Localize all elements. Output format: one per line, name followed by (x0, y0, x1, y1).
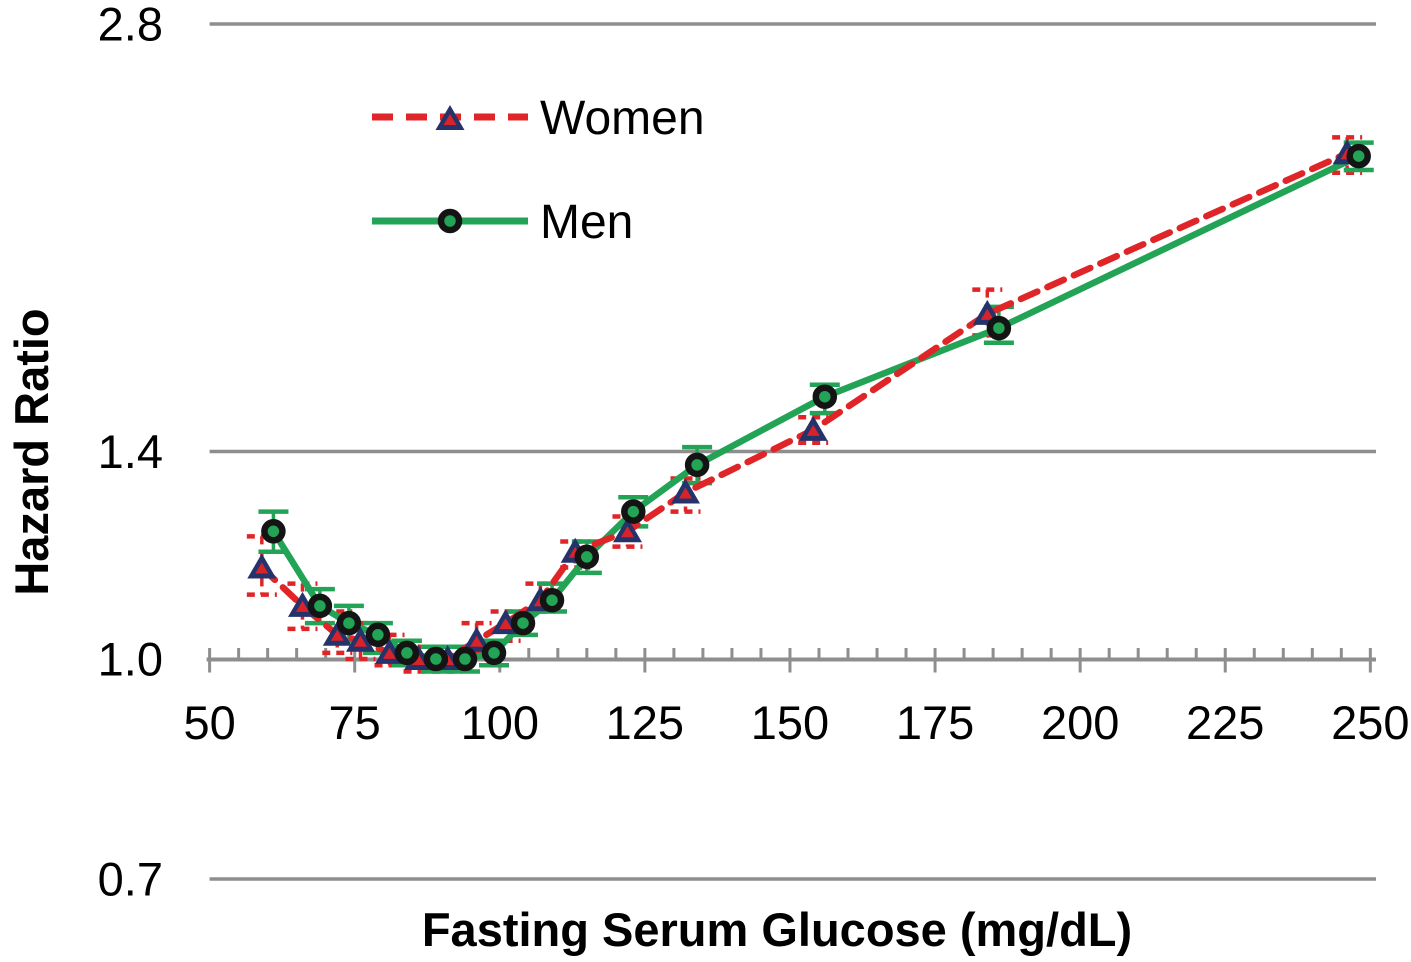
men-marker-circle (1346, 143, 1371, 169)
men-line (270, 152, 1362, 663)
y-tick-labels: 2.8 1.4 1.0 0.7 (98, 0, 163, 906)
x-axis-title: Fasting Serum Glucose (mg/dL) (422, 903, 1132, 956)
legend-label-women: Women (540, 92, 705, 145)
men-marker-circle (621, 499, 646, 524)
x-tick-label-50: 50 (183, 696, 235, 749)
x-tick-label-225: 225 (1186, 696, 1264, 749)
women-marker-triangle-inner (412, 654, 425, 665)
women-marker-triangle-inner (470, 635, 484, 647)
men-marker-circle (539, 587, 565, 613)
men-marker-circle (336, 610, 362, 636)
women-marker-triangle-inner (499, 618, 513, 630)
legend-women-marker-inner (443, 114, 457, 125)
y-axis-title: Hazard Ratio (5, 308, 58, 595)
x-tick-label-75: 75 (329, 696, 381, 749)
legend: Women Men (372, 92, 705, 249)
men-marker-circle (510, 610, 536, 636)
men-marker-circle (423, 646, 449, 672)
men-marker-circle (812, 384, 838, 409)
y-tick-label-1.4: 1.4 (98, 425, 163, 478)
y-tick-label-0.7: 0.7 (98, 853, 163, 906)
x-tick-label-125: 125 (606, 696, 684, 749)
women-marker-triangle-inner (621, 526, 634, 538)
x-tick-label-250: 250 (1331, 696, 1409, 749)
women-marker-triangle-inner (296, 600, 309, 612)
series-markers (247, 139, 1371, 672)
men-marker-circle (452, 646, 478, 672)
legend-men-marker (437, 208, 463, 234)
x-tick-labels: 50 75 100 125 150 175 200 225 250 (183, 696, 1409, 749)
men-marker-circle (307, 593, 333, 619)
x-tick-label-200: 200 (1041, 696, 1119, 749)
x-tick-label-100: 100 (461, 696, 539, 749)
women-marker-triangle-inner (330, 629, 344, 641)
women-marker-triangle-inner (806, 424, 820, 436)
x-tick-label-150: 150 (751, 696, 829, 749)
women-line (258, 150, 1351, 663)
men-marker-circle (365, 622, 391, 648)
women-marker-triangle-inner (679, 487, 692, 499)
y-tick-label-2.8: 2.8 (98, 0, 163, 51)
men-marker-circle (684, 452, 710, 478)
gridlines (209, 22, 1376, 881)
men-marker-circle (394, 640, 420, 666)
x-tick-label-175: 175 (896, 696, 974, 749)
legend-samples (372, 105, 528, 234)
women-marker-triangle-inner (255, 562, 269, 574)
men-marker-circle (986, 315, 1012, 341)
women-marker-triangle-inner (980, 308, 994, 320)
women-marker-triangle-inner (354, 635, 367, 647)
men-marker-circle (261, 519, 286, 544)
women-marker-triangle-inner (383, 647, 396, 659)
men-marker-circle (574, 544, 600, 570)
series-lines (258, 150, 1362, 663)
y-tick-label-1.0: 1.0 (98, 633, 163, 686)
legend-label-men: Men (540, 196, 633, 249)
men-marker-circle (481, 640, 507, 666)
